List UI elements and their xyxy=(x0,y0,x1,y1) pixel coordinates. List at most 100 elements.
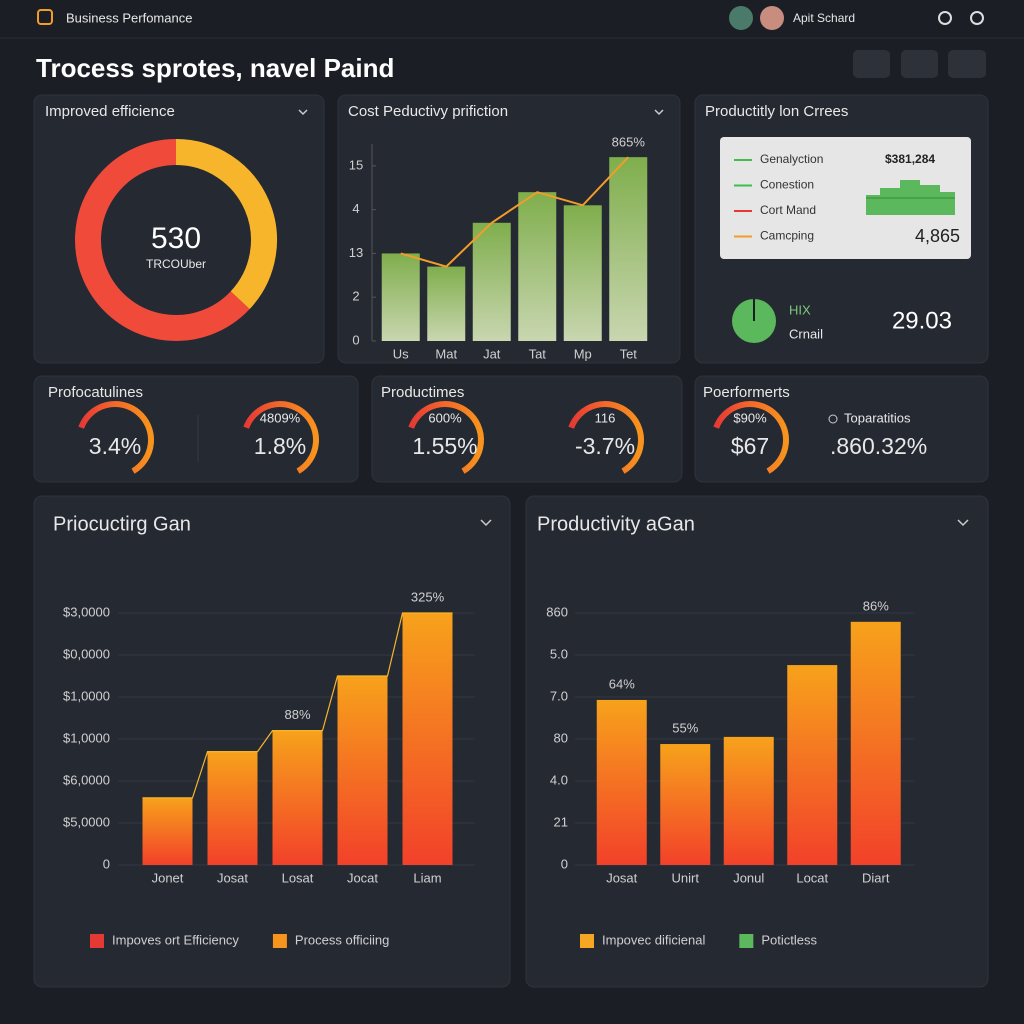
bar-label: 64% xyxy=(609,676,635,691)
donut-caption: TRCOUber xyxy=(146,257,206,271)
x-tick-label: Diart xyxy=(862,870,890,885)
legend-swatch xyxy=(739,934,754,948)
gauge-arc xyxy=(78,401,154,474)
legend-label: Process officiing xyxy=(295,932,389,947)
x-tick-label: Tet xyxy=(620,346,638,361)
bar xyxy=(402,613,453,865)
gauge-value: $67 xyxy=(731,433,769,459)
gauge-arc xyxy=(713,401,789,474)
gauge-top-label: 600% xyxy=(428,410,462,425)
chevron[interactable] xyxy=(654,109,664,116)
donut-segment xyxy=(75,139,250,341)
x-tick-label: Mp xyxy=(574,346,592,361)
gauge-arc xyxy=(408,401,484,474)
page-title: Trocess sprotes, navel Paind xyxy=(36,53,394,83)
bar xyxy=(660,744,711,865)
bar xyxy=(142,797,193,865)
legend-label: Camcping xyxy=(760,229,814,243)
bar-label: 86% xyxy=(863,598,889,613)
legend-label: Cort Mand xyxy=(760,203,816,217)
y-tick-label: $1,0000 xyxy=(63,730,110,745)
panel-title: Cost Peductivy prifiction xyxy=(348,103,508,120)
y-tick-label: 7.0 xyxy=(550,688,568,703)
bar-label: 88% xyxy=(284,707,310,722)
y-tick-label: 0 xyxy=(561,856,568,871)
bar xyxy=(787,665,838,865)
y-tick-label: 13 xyxy=(349,245,363,260)
x-tick-label: Mat xyxy=(435,346,457,361)
bar-label: 865% xyxy=(612,135,646,150)
bar xyxy=(272,730,323,865)
gauge-arc xyxy=(568,401,644,474)
legend-label: Conestion xyxy=(760,178,814,192)
panel-title: Productitly lon Crrees xyxy=(705,103,848,120)
y-tick-label: 860 xyxy=(546,604,568,619)
legend-label: Genalyction xyxy=(760,152,823,166)
bar-label: 325% xyxy=(411,589,445,604)
bar xyxy=(850,621,901,865)
panel-title: Improved efficience xyxy=(45,103,175,120)
panel-title: Priocuctirg Gan xyxy=(53,513,191,535)
logo xyxy=(37,9,53,25)
avatar[interactable] xyxy=(760,6,784,30)
y-tick-label: $3,0000 xyxy=(63,604,110,619)
gear-icon[interactable] xyxy=(970,11,984,25)
total: 4,865 xyxy=(915,226,960,246)
score: 29.03 xyxy=(892,307,952,334)
toolbar-button[interactable] xyxy=(853,50,890,78)
y-tick-label: 4.0 xyxy=(550,772,568,787)
bar xyxy=(518,192,557,341)
bar xyxy=(563,205,602,341)
legend-label: Impovec dificienal xyxy=(602,932,705,947)
x-tick-label: Locat xyxy=(796,870,828,885)
y-tick-label: 15 xyxy=(349,157,363,172)
legend-swatch xyxy=(272,934,287,948)
y-tick-label: $0,0000 xyxy=(63,646,110,661)
y-tick-label: 0 xyxy=(352,332,359,347)
panel xyxy=(694,375,989,483)
bar xyxy=(381,253,420,341)
gauge-value: 1.8% xyxy=(254,433,306,459)
avatar[interactable] xyxy=(729,6,753,30)
x-tick-label: Unirt xyxy=(672,870,700,885)
donut-segment xyxy=(175,139,277,310)
bar xyxy=(596,699,647,865)
gauge-top-label: $90% xyxy=(733,410,767,425)
chevron[interactable] xyxy=(298,109,308,116)
chevron[interactable] xyxy=(957,519,969,527)
legend-label: Potictless xyxy=(761,932,817,947)
y-tick-label: 2 xyxy=(352,289,359,304)
user-name[interactable]: Apit Schard xyxy=(793,11,855,25)
y-tick-label: 4 xyxy=(352,201,359,216)
toolbar-button[interactable] xyxy=(901,50,938,78)
legend-swatch xyxy=(90,934,104,948)
extra-label: Toparatitios xyxy=(844,410,911,425)
settings-icon[interactable] xyxy=(938,11,952,25)
icon xyxy=(828,414,838,424)
y-tick-label: 5.0 xyxy=(550,646,568,661)
chevron[interactable] xyxy=(480,519,492,527)
x-tick-label: Liam xyxy=(413,870,441,885)
x-tick-label: Jocat xyxy=(347,870,378,885)
trend-line xyxy=(142,612,453,799)
panel-title: Productimes xyxy=(381,384,464,401)
x-tick-label: Jonet xyxy=(152,870,184,885)
bar xyxy=(337,676,388,865)
y-tick-label: 21 xyxy=(554,814,568,829)
gauge-arc xyxy=(243,401,319,474)
gauge-top-label: 4809% xyxy=(260,410,301,425)
legend-swatch xyxy=(580,934,594,948)
bar-label: 55% xyxy=(672,720,698,735)
x-tick-label: Jonul xyxy=(733,870,764,885)
panel-title: Poerformerts xyxy=(703,384,790,401)
bar xyxy=(472,222,511,341)
brand: Business Perfomance xyxy=(66,10,192,25)
toolbar-button[interactable] xyxy=(948,50,986,78)
extra-value: .860.32% xyxy=(830,433,927,459)
x-tick-label: Josat xyxy=(217,870,248,885)
bar xyxy=(723,736,774,865)
y-tick-label: 80 xyxy=(554,730,568,745)
legend-card xyxy=(720,137,971,259)
x-tick-label: Josat xyxy=(606,870,637,885)
x-tick-label: Us xyxy=(393,346,409,361)
